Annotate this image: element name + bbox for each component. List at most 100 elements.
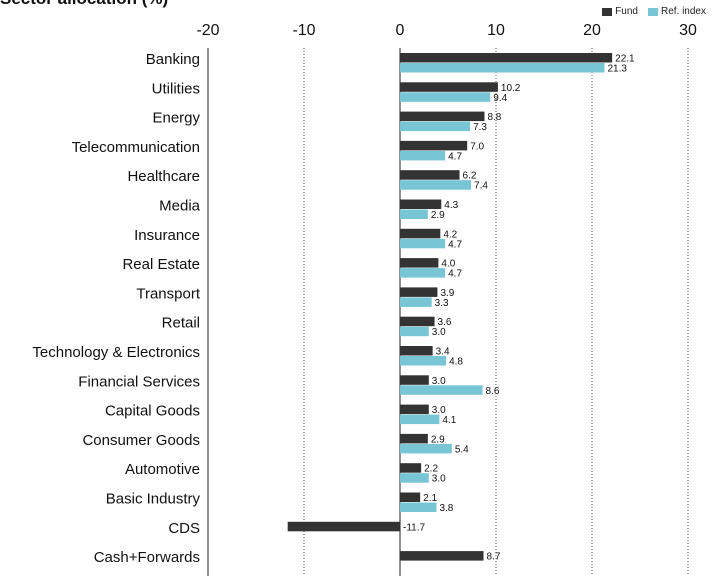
- bar-ref-index-utilities: [400, 92, 491, 102]
- bar-fund-retail: [400, 316, 435, 327]
- legend-swatch-ref-index: [647, 7, 658, 16]
- data-label-ref-index-capital-goods: 4.1: [442, 415, 456, 426]
- x-tick-label--10: -10: [292, 22, 315, 39]
- data-label-fund-automotive: 2.2: [424, 464, 438, 475]
- category-label-capital-goods: Capital Goods: [105, 403, 200, 420]
- bar-ref-index-financial-services: [400, 385, 483, 395]
- category-label-cds: CDS: [168, 520, 200, 537]
- data-label-ref-index-banking: 21.3: [607, 64, 627, 75]
- bar-fund-insurance: [400, 228, 441, 239]
- data-label-fund-energy: 8.8: [487, 112, 501, 123]
- data-label-fund-cash-forwards: 8.7: [487, 552, 501, 563]
- bar-fund-consumer-goods: [400, 433, 428, 444]
- x-tick-label-20: 20: [583, 22, 601, 39]
- data-label-fund-healthcare: 6.2: [463, 171, 477, 182]
- bar-fund-real-estate: [400, 258, 439, 268]
- data-label-ref-index-real-estate: 4.7: [448, 269, 462, 280]
- category-label-consumer-goods: Consumer Goods: [82, 432, 200, 449]
- bar-ref-index-retail: [400, 326, 429, 337]
- bar-fund-basic-industry: [400, 492, 421, 502]
- category-label-insurance: Insurance: [134, 227, 200, 244]
- category-label-financial-services: Financial Services: [78, 373, 200, 390]
- bar-ref-index-basic-industry: [400, 502, 437, 512]
- category-label-healthcare: Healthcare: [127, 168, 200, 185]
- category-label-telecommunication: Telecommunication: [72, 139, 200, 156]
- category-label-real-estate: Real Estate: [122, 256, 200, 273]
- bar-fund-financial-services: [400, 375, 429, 385]
- data-label-ref-index-insurance: 4.7: [448, 239, 462, 250]
- data-label-ref-index-financial-services: 8.6: [486, 386, 500, 397]
- bar-ref-index-energy: [400, 121, 471, 132]
- legend-item-ref-index: Ref. index: [647, 6, 706, 17]
- data-label-fund-technology-electronics: 3.4: [436, 347, 450, 358]
- category-label-technology-electronics: Technology & Electronics: [32, 344, 200, 361]
- bar-fund-telecommunication: [400, 140, 468, 151]
- bar-ref-index-technology-electronics: [400, 356, 447, 366]
- legend: Fund Ref. index: [592, 6, 706, 17]
- bar-ref-index-capital-goods: [400, 414, 440, 425]
- category-label-automotive: Automotive: [125, 461, 200, 478]
- data-label-fund-capital-goods: 3.0: [432, 405, 446, 416]
- data-label-ref-index-media: 2.9: [431, 210, 445, 221]
- bar-fund-automotive: [400, 463, 422, 473]
- x-tick-label-10: 10: [487, 22, 505, 39]
- category-label-utilities: Utilities: [152, 80, 200, 97]
- bar-ref-index-healthcare: [400, 180, 472, 190]
- bar-ref-index-real-estate: [400, 268, 446, 278]
- category-label-media: Media: [159, 198, 201, 215]
- category-label-cash-forwards: Cash+Forwards: [94, 549, 200, 566]
- data-label-fund-basic-industry: 2.1: [423, 493, 437, 504]
- bar-fund-technology-electronics: [400, 346, 433, 356]
- data-label-ref-index-telecommunication: 4.7: [448, 151, 462, 162]
- x-tick-label-0: 0: [396, 22, 405, 39]
- bar-ref-index-insurance: [400, 238, 446, 249]
- bar-ref-index-transport: [400, 297, 432, 307]
- bar-fund-energy: [400, 111, 485, 122]
- bar-ref-index-automotive: [400, 473, 429, 483]
- bar-fund-media: [400, 199, 442, 209]
- bar-fund-transport: [400, 287, 438, 297]
- bar-fund-cash-forwards: [400, 551, 484, 561]
- bar-fund-banking: [400, 53, 613, 63]
- data-label-fund-consumer-goods: 2.9: [431, 434, 445, 445]
- bar-fund-healthcare: [400, 170, 460, 180]
- data-label-ref-index-utilities: 9.4: [493, 93, 507, 104]
- bar-fund-utilities: [400, 82, 498, 92]
- data-label-fund-retail: 3.6: [438, 317, 452, 328]
- bar-ref-index-banking: [400, 63, 605, 73]
- bar-ref-index-media: [400, 209, 428, 219]
- data-label-ref-index-retail: 3.0: [432, 327, 446, 338]
- data-label-fund-transport: 3.9: [440, 288, 454, 299]
- data-label-fund-insurance: 4.2: [443, 229, 457, 240]
- data-label-fund-financial-services: 3.0: [432, 376, 446, 387]
- data-label-ref-index-consumer-goods: 5.4: [455, 444, 469, 455]
- data-label-fund-utilities: 10.2: [501, 83, 521, 94]
- bar-fund-capital-goods: [400, 404, 429, 415]
- legend-label-ref-index: Ref. index: [660, 6, 706, 17]
- bar-ref-index-telecommunication: [400, 150, 446, 161]
- data-label-fund-banking: 22.1: [615, 54, 635, 65]
- category-label-energy: Energy: [152, 110, 200, 127]
- legend-label-fund: Fund: [615, 6, 638, 17]
- category-label-retail: Retail: [162, 315, 200, 332]
- data-label-ref-index-healthcare: 7.4: [474, 181, 488, 192]
- chart-title: Sector allocation (%): [0, 0, 168, 9]
- category-label-banking: Banking: [146, 51, 200, 68]
- data-label-fund-telecommunication: 7.0: [470, 141, 484, 152]
- data-label-ref-index-energy: 7.3: [473, 122, 487, 133]
- bar-ref-index-consumer-goods: [400, 443, 452, 454]
- data-label-ref-index-basic-industry: 3.8: [439, 503, 453, 514]
- x-tick-label-30: 30: [679, 22, 697, 39]
- data-label-fund-real-estate: 4.0: [441, 259, 455, 270]
- data-label-ref-index-transport: 3.3: [435, 298, 449, 309]
- category-label-transport: Transport: [136, 285, 200, 302]
- data-label-ref-index-automotive: 3.0: [432, 474, 446, 485]
- category-label-basic-industry: Basic Industry: [106, 491, 201, 508]
- data-label-fund-cds: -11.7: [403, 522, 425, 533]
- x-tick-label--20: -20: [196, 22, 219, 39]
- legend-item-fund: Fund: [602, 6, 638, 17]
- bar-fund-cds: [287, 521, 400, 532]
- data-label-fund-media: 4.3: [444, 200, 458, 211]
- data-label-ref-index-technology-electronics: 4.8: [449, 357, 463, 368]
